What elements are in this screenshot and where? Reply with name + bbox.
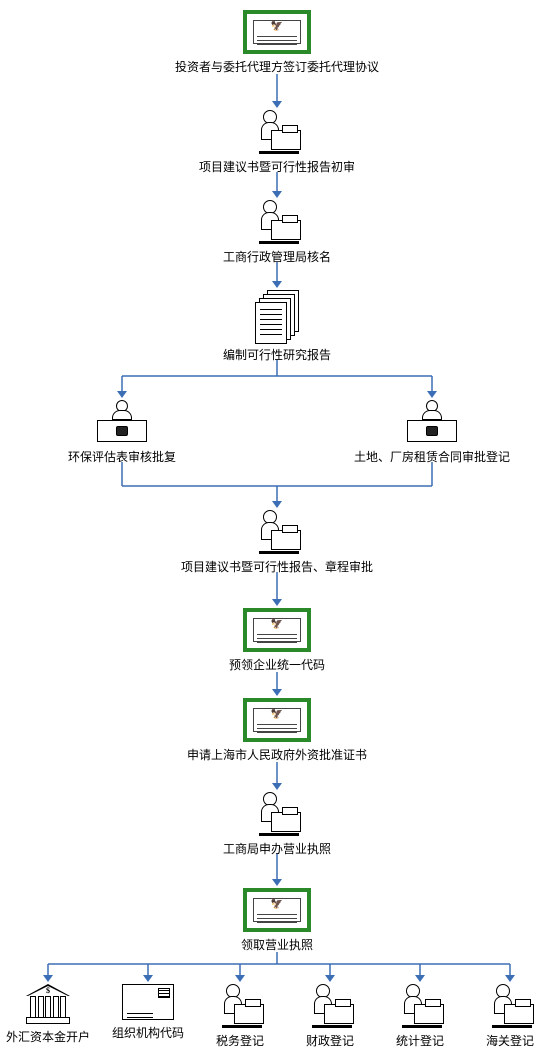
node-label: 外汇资本金开户 xyxy=(6,1028,90,1045)
node-label: 工商局申办营业执照 xyxy=(223,840,331,857)
bank-icon: $ xyxy=(26,984,70,1024)
flow-node: 🦅 投资者与委托代理方签订委托代理协议 xyxy=(175,10,379,75)
flow-node: 工商局申办营业执照 xyxy=(223,792,331,857)
flow-node: 环保评估表审核批复 xyxy=(68,400,176,465)
node-label: 投资者与委托代理方签订委托代理协议 xyxy=(175,58,379,75)
flow-node: 组织机构代码 xyxy=(112,984,184,1041)
flowchart-canvas: 🦅 投资者与委托代理方签订委托代理协议项目建议书暨可行性报告初审工商行政管理局核名… xyxy=(0,0,554,1048)
certificate-icon: 🦅 xyxy=(243,888,311,932)
envelope-icon xyxy=(122,984,174,1020)
node-label: 领取营业执照 xyxy=(241,936,313,953)
clerk-icon xyxy=(253,200,301,244)
clerk-icon xyxy=(216,984,264,1028)
node-label: 海关登记 xyxy=(486,1032,534,1049)
flow-node: 🦅 领取营业执照 xyxy=(241,888,313,953)
clerk-icon xyxy=(253,110,301,154)
node-label: 组织机构代码 xyxy=(112,1024,184,1041)
flow-node: 🦅 申请上海市人民政府外资批准证书 xyxy=(187,698,367,763)
flow-node: 项目建议书暨可行性报告、章程审批 xyxy=(181,510,373,575)
flow-node: 项目建议书暨可行性报告初审 xyxy=(199,110,355,175)
clerk-icon xyxy=(253,510,301,554)
flow-node: 编制可行性研究报告 xyxy=(223,290,331,363)
node-label: 土地、厂房租赁合同审批登记 xyxy=(354,448,510,465)
certificate-icon: 🦅 xyxy=(243,698,311,742)
clerk-icon xyxy=(396,984,444,1028)
flow-node: 海关登记 xyxy=(486,984,534,1049)
flow-node: 税务登记 xyxy=(216,984,264,1049)
node-label: 工商行政管理局核名 xyxy=(223,248,331,265)
counter-icon xyxy=(94,400,150,444)
flow-node: 财政登记 xyxy=(306,984,354,1049)
flow-node: 土地、厂房租赁合同审批登记 xyxy=(354,400,510,465)
certificate-icon: 🦅 xyxy=(243,10,311,54)
flow-node: $ 外汇资本金开户 xyxy=(6,984,90,1045)
node-label: 统计登记 xyxy=(396,1032,444,1049)
clerk-icon xyxy=(253,792,301,836)
node-label: 税务登记 xyxy=(216,1032,264,1049)
documents-icon xyxy=(255,290,299,342)
clerk-icon xyxy=(486,984,534,1028)
node-label: 编制可行性研究报告 xyxy=(223,346,331,363)
node-label: 环保评估表审核批复 xyxy=(68,448,176,465)
node-label: 预领企业统一代码 xyxy=(229,656,325,673)
node-label: 财政登记 xyxy=(306,1032,354,1049)
certificate-icon: 🦅 xyxy=(243,608,311,652)
node-label: 项目建议书暨可行性报告初审 xyxy=(199,158,355,175)
flow-node: 统计登记 xyxy=(396,984,444,1049)
clerk-icon xyxy=(306,984,354,1028)
counter-icon xyxy=(404,400,460,444)
flow-node: 🦅 预领企业统一代码 xyxy=(229,608,325,673)
node-label: 申请上海市人民政府外资批准证书 xyxy=(187,746,367,763)
flow-node: 工商行政管理局核名 xyxy=(223,200,331,265)
node-label: 项目建议书暨可行性报告、章程审批 xyxy=(181,558,373,575)
